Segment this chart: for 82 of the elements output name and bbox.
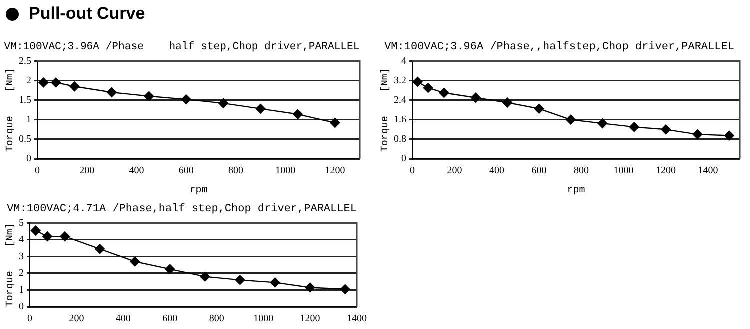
point bbox=[598, 118, 608, 129]
x-tick-label: 600 bbox=[532, 166, 547, 177]
y-tick-label: 2.4 bbox=[394, 94, 406, 106]
point bbox=[165, 264, 176, 274]
y-tick-label: 0 bbox=[19, 302, 24, 313]
x-tick-label: 200 bbox=[447, 166, 462, 177]
x-tick-label: 800 bbox=[574, 166, 590, 177]
x-tick-label: 800 bbox=[228, 166, 244, 177]
point bbox=[130, 256, 140, 267]
x-tick-label: 1000 bbox=[254, 314, 274, 325]
x-tick-label: 600 bbox=[178, 166, 194, 177]
point bbox=[292, 109, 303, 120]
point bbox=[38, 78, 49, 88]
y-axis-title: Torque [Nm] bbox=[380, 68, 392, 152]
y-tick-label: 0 bbox=[402, 154, 406, 165]
chart-title: Pull-out Curve bbox=[29, 4, 146, 24]
y-tick-label: 0.5 bbox=[19, 134, 32, 146]
y-axis-title: Torque [Nm] bbox=[4, 68, 17, 152]
y-tick-label: 3 bbox=[19, 251, 24, 262]
x-tick-label: 800 bbox=[209, 314, 224, 325]
x-axis-title: rpm bbox=[567, 186, 586, 197]
point bbox=[270, 278, 280, 288]
x-tick-label: 400 bbox=[116, 314, 131, 325]
x-tick-label: 200 bbox=[80, 166, 95, 177]
point bbox=[305, 282, 316, 293]
y-tick-label: 2.5 bbox=[19, 56, 32, 67]
x-axis-title: rpm bbox=[190, 186, 208, 197]
point bbox=[340, 284, 350, 294]
point bbox=[60, 232, 70, 242]
point bbox=[256, 104, 266, 114]
y-tick-label: 4 bbox=[19, 234, 24, 246]
x-tick-label: 1200 bbox=[656, 166, 676, 177]
x-tick-label: 1200 bbox=[300, 314, 320, 325]
point bbox=[51, 78, 62, 88]
x-tick-label: 0 bbox=[35, 166, 40, 177]
point bbox=[30, 226, 41, 236]
x-tick-label: 400 bbox=[129, 166, 144, 177]
chart-subtitle: VM:100VAC;3.96A /Phase,,halfstep,Chop driver,PARALLEL bbox=[384, 42, 734, 54]
point bbox=[566, 114, 576, 125]
point bbox=[235, 275, 246, 286]
x-tick-label: 200 bbox=[69, 314, 84, 325]
y-tick-label: 1.6 bbox=[394, 114, 406, 126]
point bbox=[502, 98, 513, 108]
y-tick-label: 0 bbox=[26, 154, 32, 165]
x-tick-label: 1000 bbox=[614, 166, 634, 177]
x-tick-label: 1400 bbox=[347, 314, 367, 325]
x-tick-label: 0 bbox=[410, 166, 415, 177]
y-tick-label: 5 bbox=[19, 218, 24, 229]
chart-subtitle: VM:100VAC;3.96A /Phase half step,Chop driver,PARALLEL bbox=[4, 41, 360, 54]
y-tick-label: 4 bbox=[402, 56, 406, 67]
point bbox=[534, 104, 544, 114]
point bbox=[181, 94, 192, 105]
x-tick-label: 600 bbox=[162, 314, 178, 325]
point bbox=[106, 87, 117, 98]
x-tick-label: 400 bbox=[490, 166, 505, 177]
y-tick-label: 1 bbox=[26, 114, 32, 126]
y-tick-label: 3.2 bbox=[394, 75, 406, 86]
point bbox=[330, 118, 340, 128]
point bbox=[439, 88, 450, 98]
y-tick-label: 2 bbox=[26, 75, 32, 86]
point bbox=[470, 92, 481, 103]
x-tick-label: 1400 bbox=[698, 166, 718, 177]
point bbox=[629, 122, 640, 132]
x-tick-label: 1000 bbox=[276, 166, 296, 177]
y-axis-title: Torque [Nm] bbox=[4, 223, 17, 308]
chart-subtitle: VM:100VAC;4.71A /Phase,half step,Chop driver,PARALLEL bbox=[7, 204, 357, 216]
point bbox=[70, 82, 80, 92]
y-tick-label: 0.8 bbox=[394, 134, 406, 146]
point bbox=[218, 98, 229, 108]
point bbox=[200, 272, 210, 282]
y-tick-label: 1.5 bbox=[19, 94, 32, 106]
point bbox=[412, 76, 423, 87]
point bbox=[423, 83, 434, 94]
point bbox=[661, 124, 672, 135]
point bbox=[724, 130, 734, 141]
point bbox=[42, 232, 53, 242]
y-tick-label: 2 bbox=[19, 268, 24, 280]
point bbox=[95, 244, 106, 254]
x-tick-label: 1200 bbox=[325, 166, 346, 177]
point bbox=[144, 91, 154, 102]
y-tick-label: 1 bbox=[19, 284, 24, 296]
point bbox=[692, 130, 703, 140]
